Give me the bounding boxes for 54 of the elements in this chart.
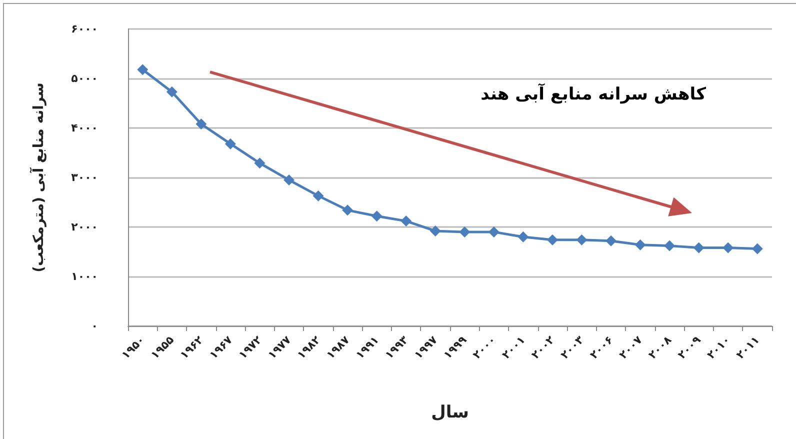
x-tick-label: ۱۹۸۷: [324, 333, 352, 362]
x-tick-label: ۱۹۹۳: [382, 333, 411, 362]
x-tick-label: ۲۰۰۷: [616, 333, 646, 362]
point: [400, 216, 412, 227]
x-tick-label: ۲۰۰۹: [675, 333, 704, 362]
point: [312, 190, 324, 202]
point: [224, 138, 236, 150]
point: [518, 231, 529, 242]
y-tick-label: ۳۰۰۰: [71, 171, 98, 184]
y-axis-title: سرانه منابع آبی (مترمکعب): [29, 82, 47, 272]
x-tick-label: ۱۹۵۰: [119, 333, 148, 362]
y-tick-label: ۵۰۰۰: [71, 72, 98, 85]
point: [284, 174, 294, 186]
x-axis-title: سال: [431, 402, 469, 422]
x-tick-label: ۱۹۶۲: [178, 333, 206, 362]
point: [196, 118, 207, 130]
point: [342, 204, 354, 216]
x-tick-label: ۱۹۷۲: [236, 333, 265, 362]
x-tick-label: ۱۹۸۲: [294, 333, 324, 362]
point: [634, 239, 646, 250]
x-tick-label: ۱۹۹۷: [412, 333, 440, 362]
x-tick-label: ۲۰۱۰: [704, 333, 733, 362]
x-tick-label: ۲۰۰۳: [558, 333, 587, 362]
x-tick-label: ۱۹۹۱: [353, 333, 382, 362]
point: [606, 235, 616, 246]
y-tick-label: ۲۰۰۰: [71, 220, 98, 234]
point: [488, 226, 500, 238]
point: [722, 242, 734, 254]
y-tick-label: ۶۰۰۰: [71, 22, 98, 36]
x-tick-label: ۲۰۰۲: [528, 333, 558, 362]
x-tick-label: ۲۰۰۰: [470, 333, 499, 362]
y-tick-label: ۰: [91, 320, 98, 332]
x-tick-label: ۲۰۰۸: [646, 333, 674, 362]
point: [371, 210, 382, 222]
annotation: کاهش سرانه منابع آبی هند: [480, 82, 706, 104]
x-tick-label: ۱۹۵۵: [148, 333, 177, 362]
x-tick-label: ۱۹۹۹: [441, 333, 470, 362]
point: [166, 86, 178, 98]
point: [137, 64, 148, 76]
point: [546, 234, 558, 246]
point: [430, 225, 441, 236]
point: [693, 242, 704, 254]
x-tick-label: ۲۰۱۱: [734, 333, 762, 362]
x-tick-label: ۲۰۰۱: [500, 333, 528, 362]
y-tick-label: ۴۰۰۰: [71, 122, 98, 134]
x-tick-label: ۱۹۷۷: [265, 333, 294, 362]
point: [459, 226, 470, 238]
point: [664, 240, 676, 252]
point: [576, 234, 588, 246]
point: [752, 243, 763, 254]
x-tick-label: ۲۰۰۶: [587, 333, 616, 362]
y-tick-label: ۱۰۰۰: [71, 270, 98, 283]
x-tick-label: ۱۹۶۷: [206, 333, 236, 362]
point: [254, 158, 266, 169]
